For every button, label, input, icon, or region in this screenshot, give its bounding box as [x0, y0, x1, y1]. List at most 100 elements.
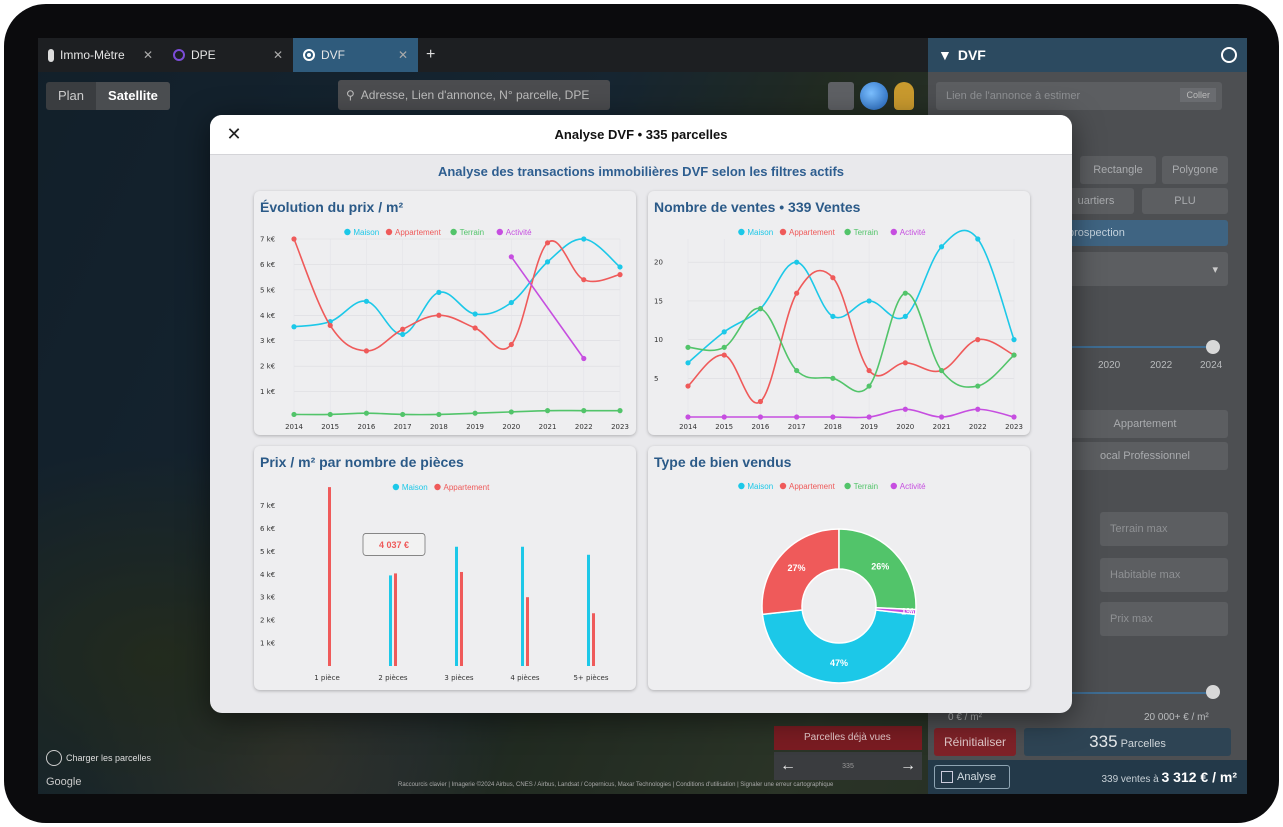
- plu-button[interactable]: PLU: [1142, 188, 1228, 214]
- street-view-pegman-icon[interactable]: [894, 82, 914, 110]
- legend-label: Terrain: [460, 228, 484, 237]
- data-point: [721, 352, 727, 358]
- habitable-max-input[interactable]: Habitable max: [1100, 558, 1228, 592]
- data-point: [1011, 337, 1017, 343]
- map-type-plan[interactable]: Plan: [58, 88, 85, 103]
- polygon-button[interactable]: Polygone: [1162, 156, 1228, 184]
- y-tick-label: 2 k€: [260, 363, 275, 371]
- y-tick-label: 20: [654, 259, 663, 267]
- tab-label: Immo-Mètre: [60, 48, 125, 62]
- attribution-text[interactable]: Raccourcis clavier | Imagerie ©2024 Airb…: [398, 782, 834, 788]
- year-slider-handle[interactable]: [1206, 340, 1220, 354]
- data-point: [830, 414, 836, 420]
- load-parcels-button[interactable]: Charger les parcelles: [46, 750, 151, 766]
- slice-label: 1%: [901, 606, 914, 616]
- close-tab-icon[interactable]: ✕: [272, 48, 283, 62]
- parcel-label: Parcelles: [1120, 738, 1166, 750]
- filter-icon: ▼: [938, 47, 952, 63]
- legend-label: Activité: [900, 482, 926, 491]
- y-tick-label: 6 k€: [260, 261, 275, 269]
- data-point: [617, 264, 623, 270]
- series-line-maison: [293, 238, 621, 336]
- prix-max-input[interactable]: Prix max: [1100, 602, 1228, 636]
- globe-icon[interactable]: [860, 82, 888, 110]
- map-type-satellite[interactable]: Satellite: [96, 82, 170, 110]
- close-tab-icon[interactable]: ✕: [397, 48, 408, 62]
- rectangle-button[interactable]: Rectangle: [1080, 156, 1156, 184]
- price-slider-handle[interactable]: [1206, 685, 1220, 699]
- data-point: [975, 236, 981, 242]
- legend-dot: [434, 483, 441, 491]
- analyse-label: Analyse: [957, 771, 997, 783]
- y-tick-label: 7 k€: [260, 502, 275, 510]
- x-tick-label: 3 pièces: [444, 674, 474, 682]
- data-point: [866, 367, 872, 374]
- data-point: [472, 325, 478, 331]
- series-line-maison: [687, 229, 1015, 364]
- tab-immo-metre[interactable]: Immo-Mètre ✕: [38, 38, 163, 72]
- analyse-button[interactable]: Analyse: [934, 765, 1010, 789]
- data-point: [866, 414, 872, 420]
- parcels-icon: [46, 750, 62, 766]
- y-tick-label: 4 k€: [260, 571, 275, 579]
- data-point: [830, 375, 836, 381]
- map-controls: [828, 82, 914, 110]
- data-point: [581, 408, 587, 414]
- dropdown-select[interactable]: ▾: [1062, 252, 1228, 286]
- local-professionnel-button[interactable]: ocal Professionnel: [1062, 442, 1228, 470]
- close-icon[interactable]: ✕: [226, 124, 242, 144]
- y-tick-label: 1 k€: [260, 640, 275, 648]
- terrain-max-input[interactable]: Terrain max: [1100, 512, 1228, 546]
- x-tick-label: 2018: [824, 423, 842, 431]
- panel-header: ▼ DVF: [928, 38, 1247, 72]
- map-type-switch: Plan Satellite: [46, 82, 170, 110]
- y-tick-label: 6 k€: [260, 525, 275, 533]
- legend-dot: [392, 483, 400, 491]
- modal-header: ✕ Analyse DVF • 335 parcelles: [210, 115, 1072, 155]
- search-placeholder: Adresse, Lien d'annonce, N° parcelle, DP…: [360, 88, 590, 102]
- property-type-chart: Maison Appartement Terrain Activité 47% 27% 26…: [648, 446, 1030, 690]
- previous-arrow-icon[interactable]: ←: [780, 757, 796, 774]
- paste-button[interactable]: Coller: [1180, 88, 1216, 102]
- year-label: 2022: [1150, 360, 1173, 371]
- y-tick-label: 10: [654, 336, 663, 344]
- close-tab-icon[interactable]: ✕: [142, 48, 153, 62]
- new-tab-button[interactable]: +: [426, 46, 436, 63]
- price-slider-track[interactable]: [1062, 692, 1212, 694]
- reset-button[interactable]: Réinitialiser: [934, 728, 1016, 756]
- x-tick-label: 2023: [1005, 423, 1023, 431]
- search-input[interactable]: ⚲ Adresse, Lien d'annonce, N° parcelle, …: [338, 80, 610, 110]
- accessibility-icon[interactable]: [828, 82, 854, 110]
- y-tick-label: 3 k€: [260, 337, 275, 345]
- data-point: [617, 408, 623, 414]
- legend-dot: [450, 228, 457, 236]
- x-tick-label: 2019: [466, 423, 484, 431]
- data-point: [544, 240, 551, 246]
- appartement-type-button[interactable]: Appartement: [1062, 410, 1228, 438]
- seen-parcels-button[interactable]: Parcelles déjà vues: [774, 726, 922, 750]
- legend-dot: [890, 228, 897, 236]
- y-tick-label: 2 k€: [260, 617, 275, 625]
- tab-dpe[interactable]: DPE ✕: [163, 38, 293, 72]
- y-tick-label: 5 k€: [260, 548, 275, 556]
- legend-dot: [344, 228, 351, 236]
- listing-placeholder: Lien de l'annonce à estimer: [946, 90, 1081, 102]
- year-slider-track[interactable]: [1062, 346, 1212, 348]
- data-point: [902, 360, 908, 366]
- data-point: [400, 331, 406, 337]
- download-icon[interactable]: [1221, 47, 1237, 63]
- x-tick-label: 2015: [321, 423, 339, 431]
- tab-dvf[interactable]: DVF ✕: [293, 38, 418, 72]
- parcel-count-button[interactable]: 335 Parcelles: [1024, 728, 1231, 756]
- listing-url-input[interactable]: Lien de l'annonce à estimer Coller: [936, 82, 1222, 110]
- data-point: [685, 414, 691, 420]
- data-point: [363, 298, 370, 304]
- data-point: [400, 411, 406, 418]
- data-point: [508, 254, 514, 260]
- legend-dot: [844, 228, 851, 236]
- prospection-button[interactable]: prospection: [1062, 220, 1228, 246]
- data-point: [581, 236, 587, 242]
- legend-dot: [779, 228, 787, 236]
- next-arrow-icon[interactable]: →: [900, 757, 916, 774]
- legend-label: Maison: [747, 482, 773, 491]
